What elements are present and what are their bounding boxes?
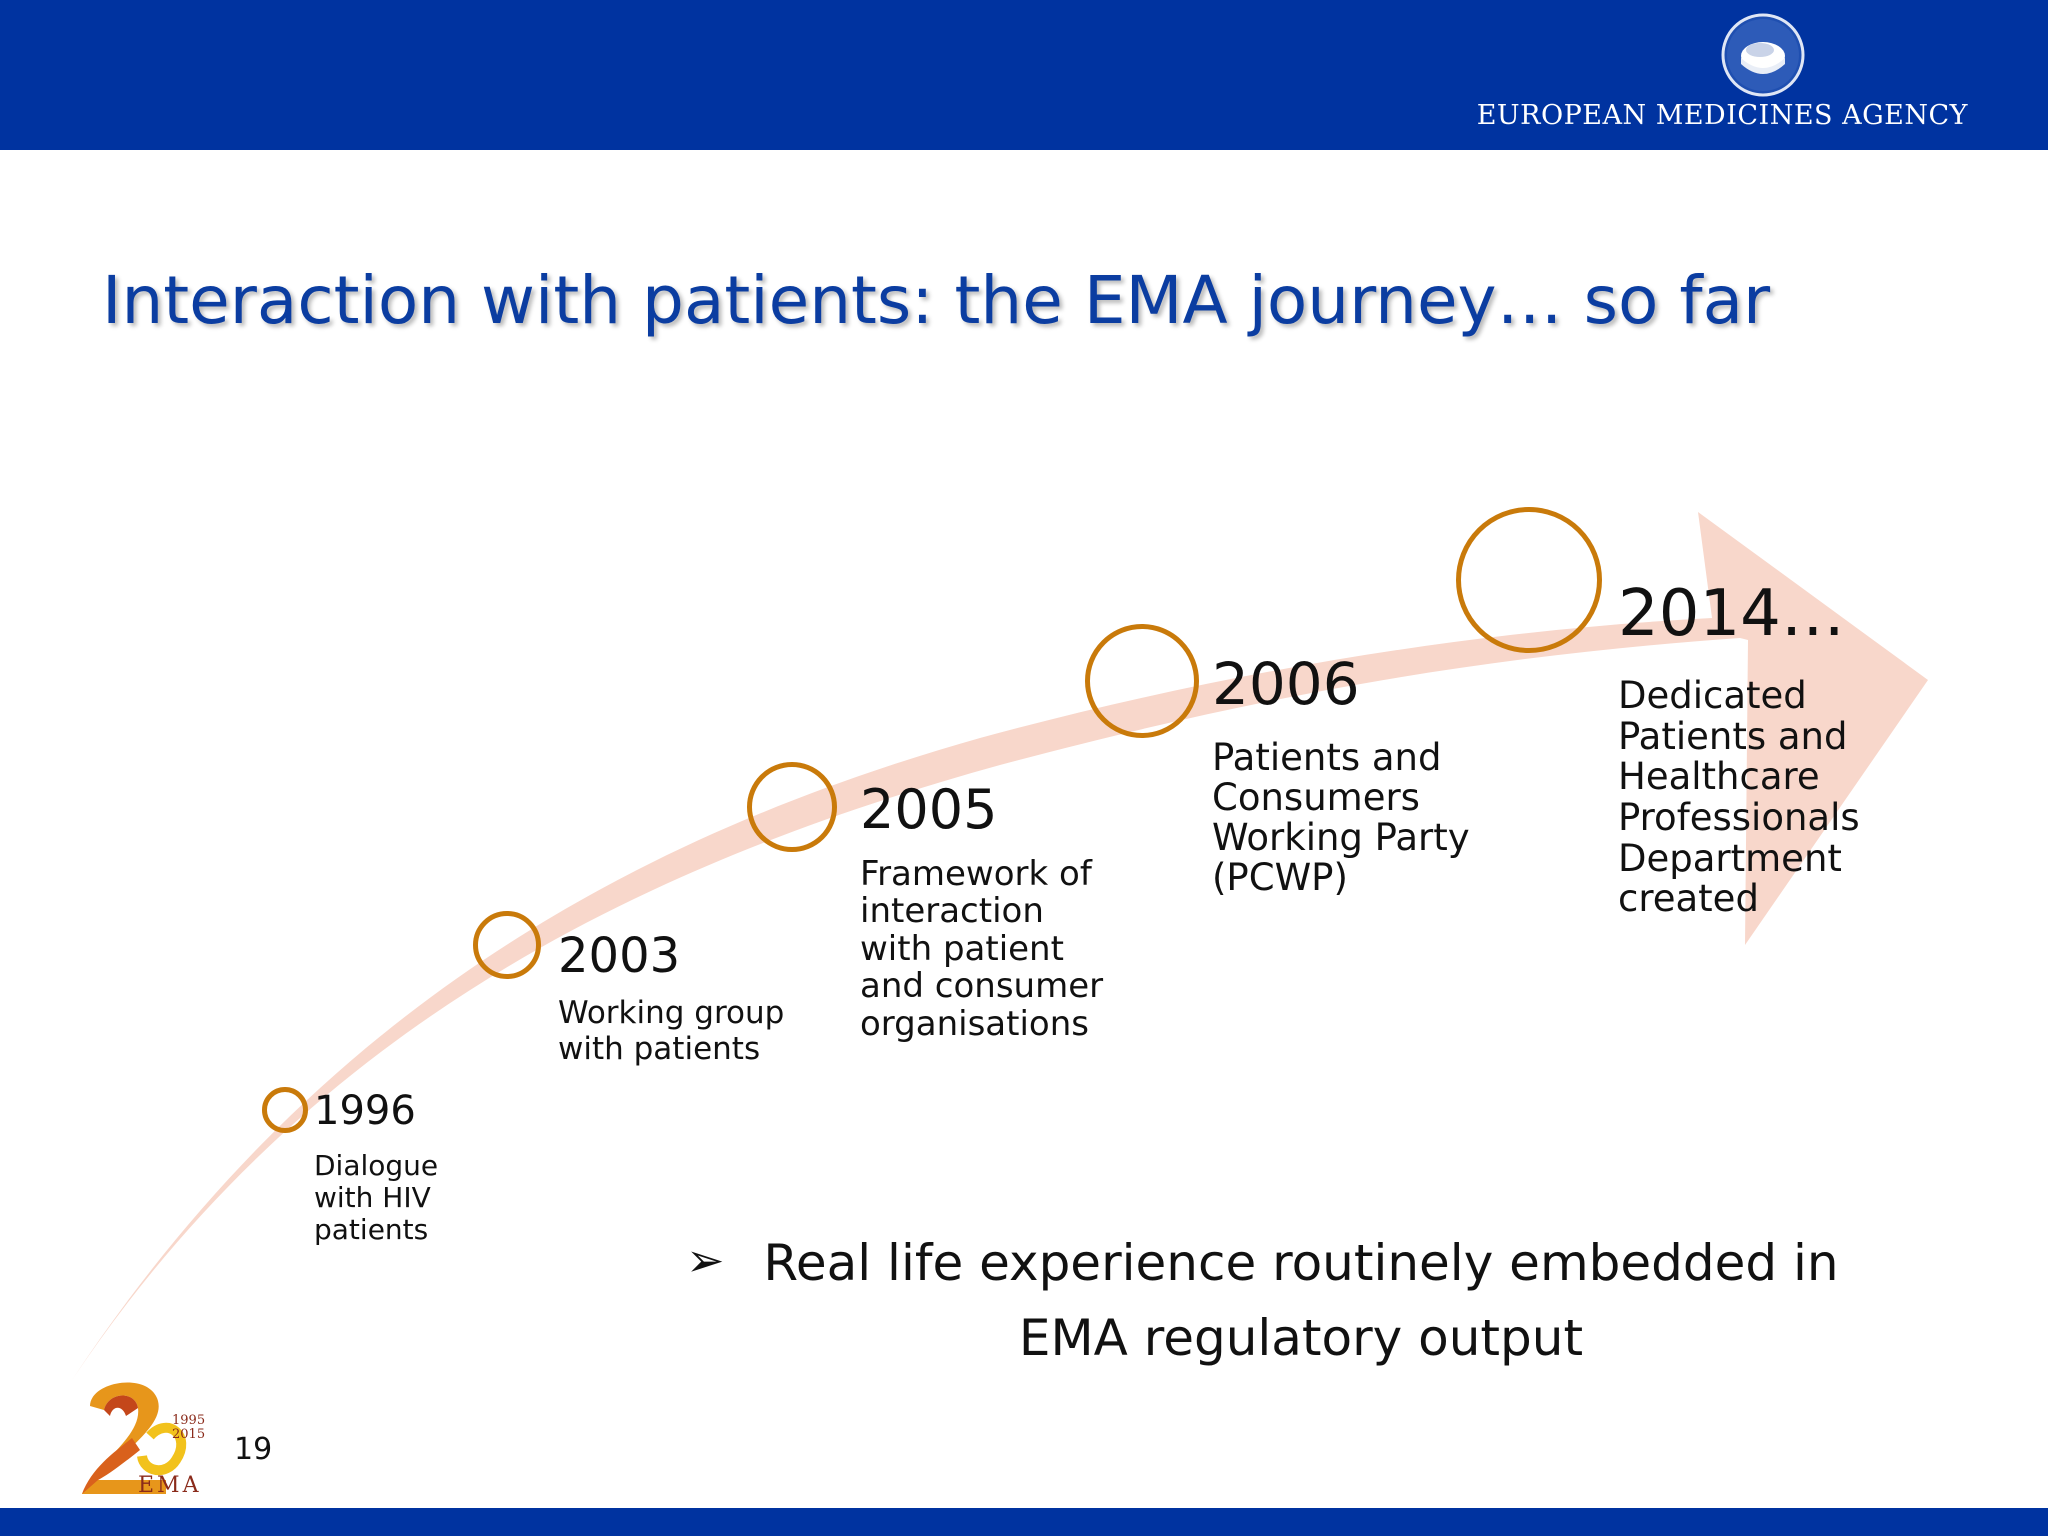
anniversary-year-start: 1995 [172, 1413, 205, 1428]
page-title: Interaction with patients: the EMA journ… [102, 262, 1771, 339]
bullet-point: ➢ Real life experience routinely embedde… [686, 1226, 1866, 1376]
milestone-year-2005: 2005 [860, 778, 998, 841]
ema-20-anniversary-logo: 1995 2015 EMA [82, 1382, 205, 1496]
milestone-year-2003: 2003 [558, 928, 681, 984]
milestone-description-1996: Dialogue with HIV patients [314, 1149, 439, 1247]
anniversary-year-end: 2015 [172, 1427, 205, 1442]
bullet-text: Real life experience routinely embedded … [763, 1234, 1839, 1367]
milestone-description-2005: Framework of interaction with patient an… [860, 854, 1104, 1044]
header-bar [0, 0, 2048, 150]
milestone-ring-2003 [473, 911, 541, 979]
slide-number: 19 [234, 1432, 273, 1467]
footer-bar [0, 1508, 2048, 1536]
milestone-year-2014: 2014… [1618, 577, 1845, 651]
ema-logo-icon [1721, 13, 1805, 97]
milestone-description-2006: Patients and Consumers Working Party (PC… [1212, 736, 1470, 899]
milestone-description-2003: Working group with patients [558, 995, 785, 1067]
milestone-description-2014: Dedicated Patients and Healthcare Profes… [1618, 674, 1860, 921]
arrow-bullet-icon: ➢ [686, 1233, 725, 1287]
milestone-year-1996: 1996 [314, 1088, 416, 1134]
milestone-year-2006: 2006 [1212, 650, 1360, 718]
milestone-ring-2006 [1085, 624, 1199, 738]
milestone-ring-2014 [1456, 507, 1602, 653]
milestone-ring-2005 [747, 762, 837, 852]
agency-name: EUROPEAN MEDICINES AGENCY [1476, 100, 1968, 131]
milestone-ring-1996 [262, 1087, 308, 1133]
anniversary-acronym: EMA [138, 1473, 201, 1496]
